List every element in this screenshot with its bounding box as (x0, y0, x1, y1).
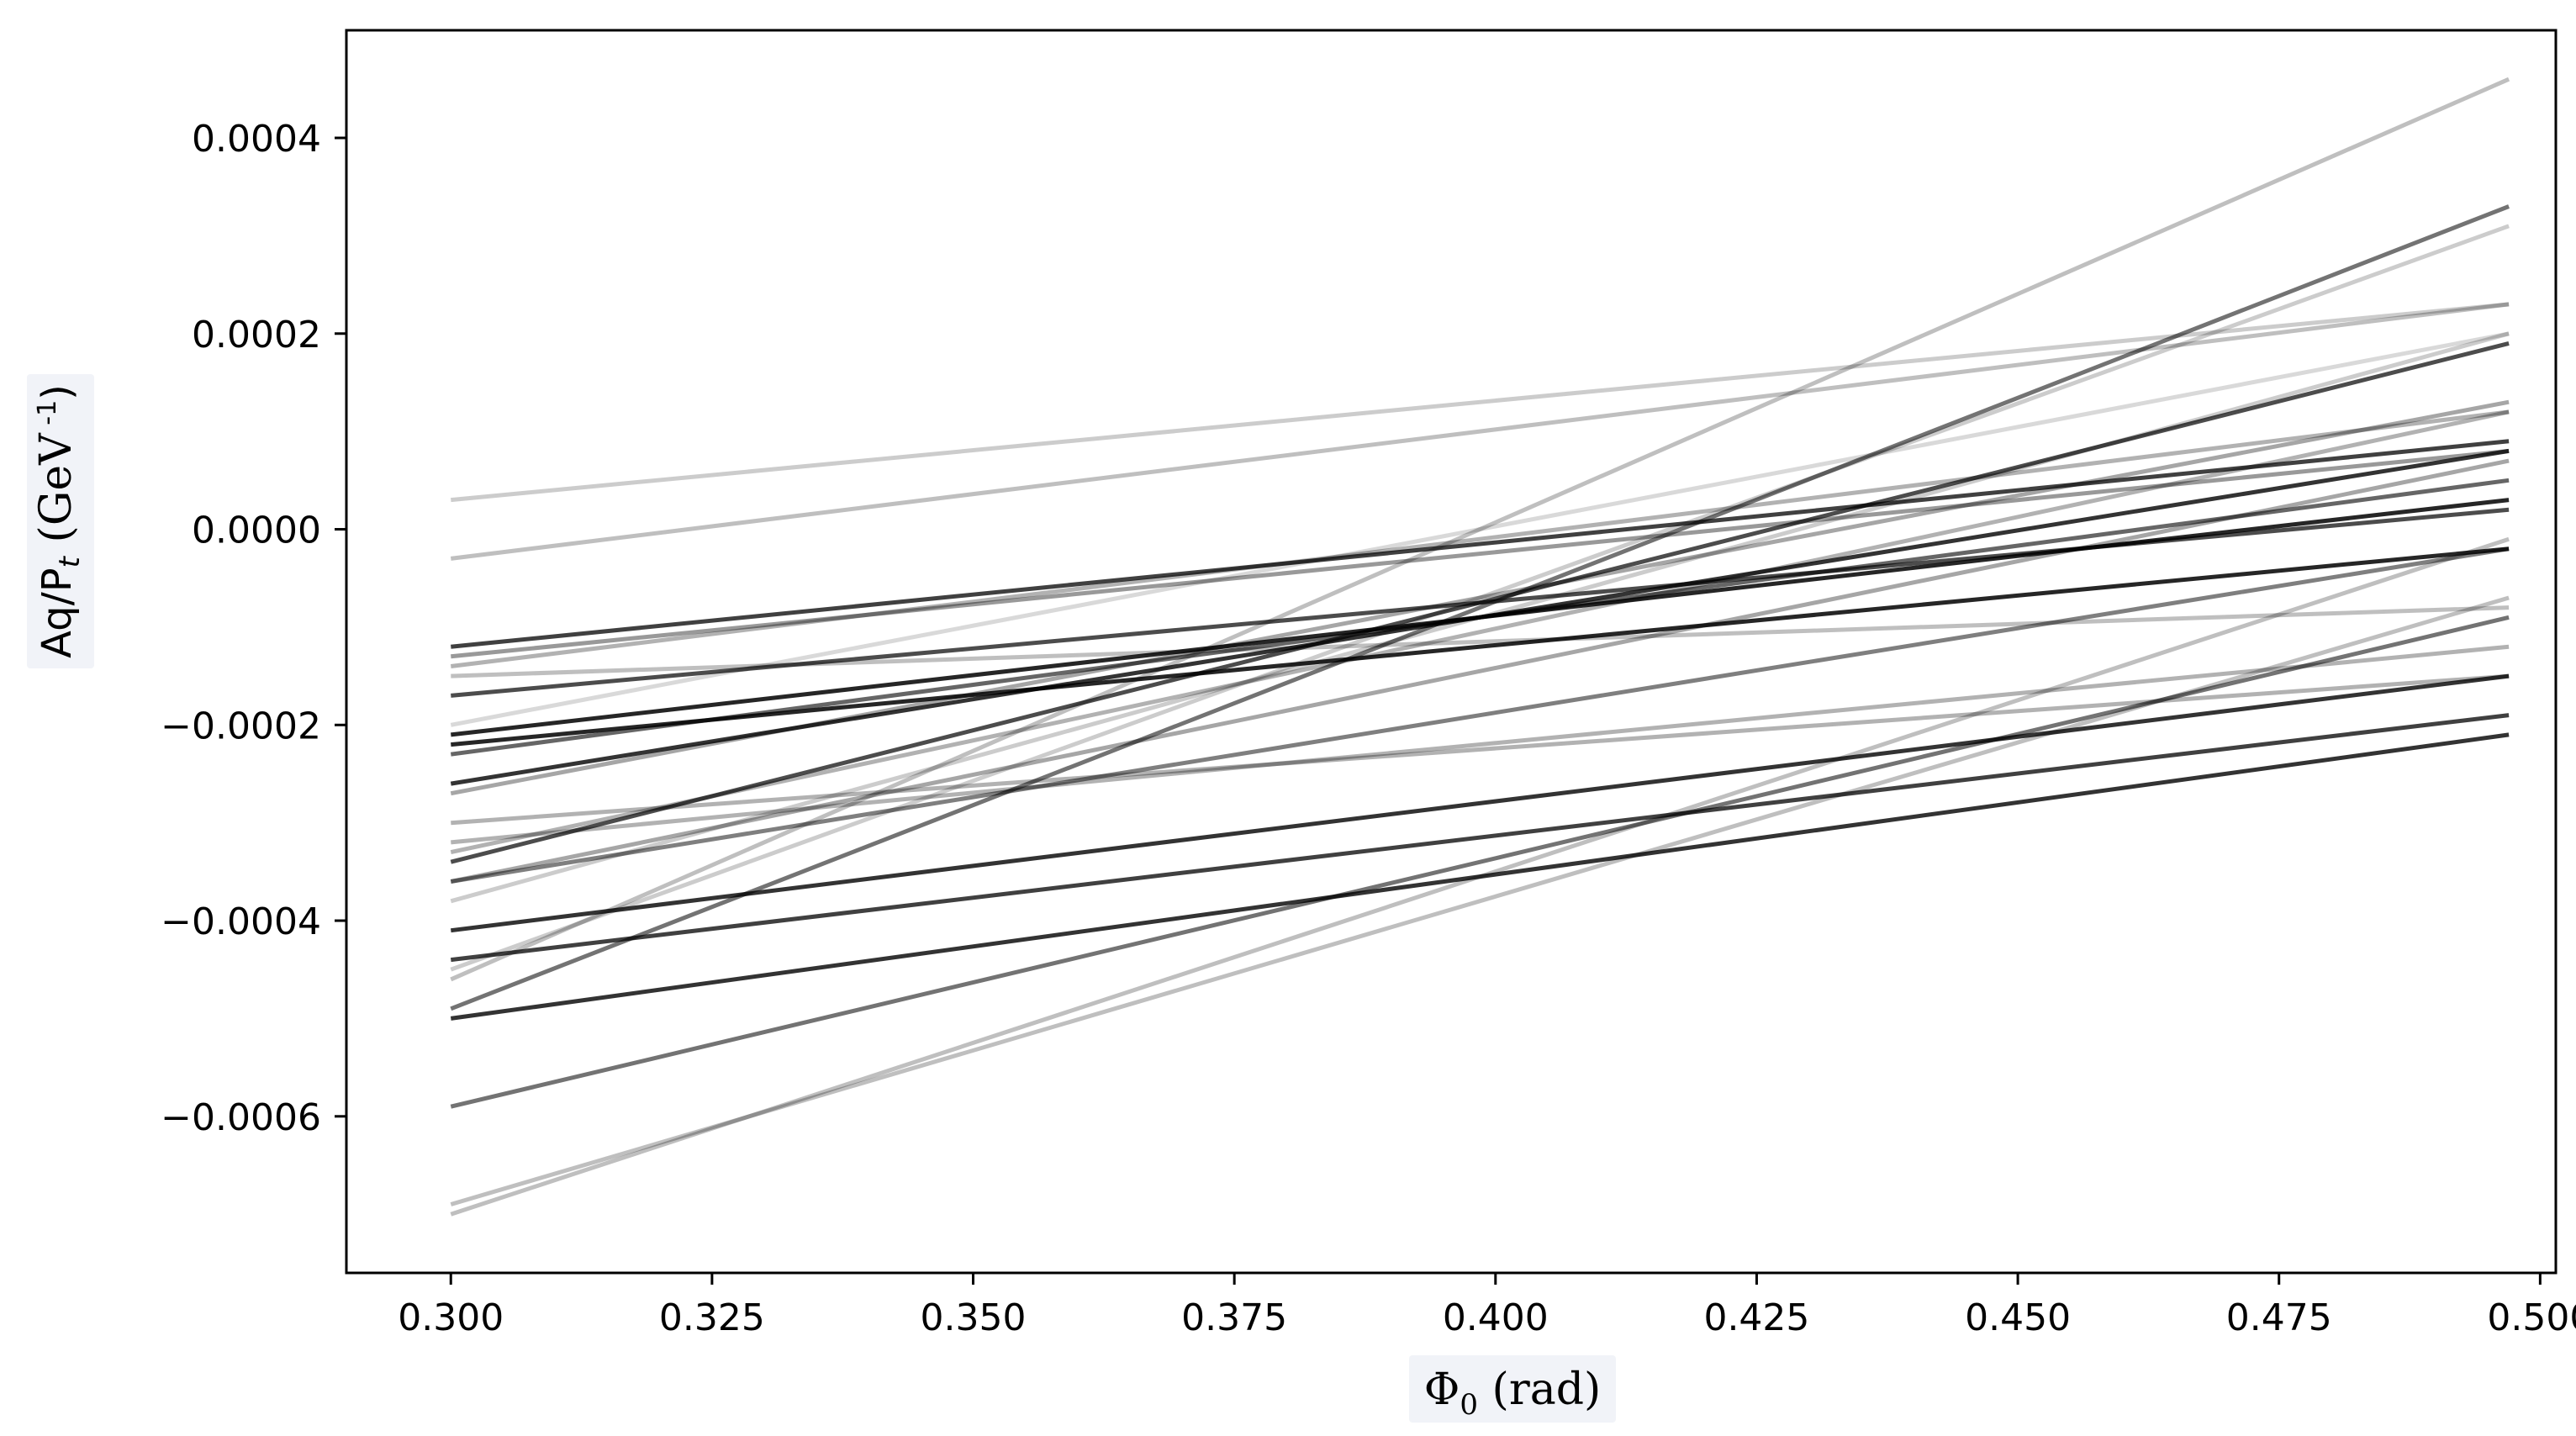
series-line-18 (450, 331, 2510, 904)
series-line-5 (450, 409, 2510, 668)
y-axis-ticks: 0.0004 0.0002 0.0000 −0.0002 −0.0004 −0.0006 (161, 118, 346, 1139)
series-line-22 (450, 732, 2510, 1021)
series-line-25 (450, 615, 2510, 1109)
y-tick-label: −0.0002 (161, 705, 321, 747)
x-tick-label: 0.375 (1181, 1296, 1287, 1339)
plot-frame (345, 29, 2558, 1275)
series-line-16 (450, 341, 2510, 864)
series-line-21 (450, 204, 2510, 1011)
series-line-19 (450, 673, 2510, 933)
series-line-9 (451, 546, 2510, 747)
x-tick-label: 0.425 (1703, 1296, 1809, 1339)
series-line-2 (450, 302, 2510, 561)
series-lines (450, 77, 2510, 1217)
x-tick-label: 0.300 (398, 1296, 504, 1339)
series-line-13 (450, 399, 2510, 796)
y-tick-label: 0.0002 (192, 314, 321, 356)
x-tick-label: 0.500 (2487, 1296, 2576, 1339)
y-tick-label: 0.0000 (192, 509, 321, 552)
y-tick-label: −0.0004 (161, 900, 321, 943)
x-axis-ticks: 0.300 0.325 0.350 0.375 0.400 0.425 0.450 0.475… (398, 1273, 2576, 1339)
series-line-4 (451, 448, 2510, 659)
series-line-24 (450, 77, 2510, 982)
x-tick-label: 0.350 (921, 1296, 1027, 1339)
series-line-12 (450, 331, 2510, 727)
series-line-17 (450, 458, 2510, 884)
svg-text:Aq/Pt (GeV -1): Aq/Pt (GeV -1) (31, 384, 87, 658)
series-line-28 (450, 546, 2510, 884)
x-tick-label: 0.325 (659, 1296, 765, 1339)
series-line-3 (451, 439, 2510, 649)
svg-text:Φ0 (rad): Φ0 (rad) (1424, 1365, 1602, 1422)
series-line-15 (451, 644, 2510, 845)
y-tick-label: −0.0006 (161, 1096, 321, 1139)
series-line-1 (451, 302, 2510, 503)
y-tick-label: 0.0004 (192, 118, 321, 161)
x-tick-label: 0.400 (1443, 1296, 1549, 1339)
x-axis-label: Φ0 (rad) (1409, 1355, 1616, 1423)
series-line-11 (450, 448, 2510, 786)
x-tick-label: 0.450 (1965, 1296, 2071, 1339)
series-line-26 (450, 595, 2510, 1206)
series-line-23 (450, 224, 2510, 972)
series-line-27 (450, 536, 2510, 1217)
series-line-29 (450, 409, 2510, 855)
x-tick-label: 0.475 (2226, 1296, 2332, 1339)
series-line-20 (451, 713, 2510, 963)
y-axis-label: Aq/Pt (GeV -1) (27, 374, 94, 668)
